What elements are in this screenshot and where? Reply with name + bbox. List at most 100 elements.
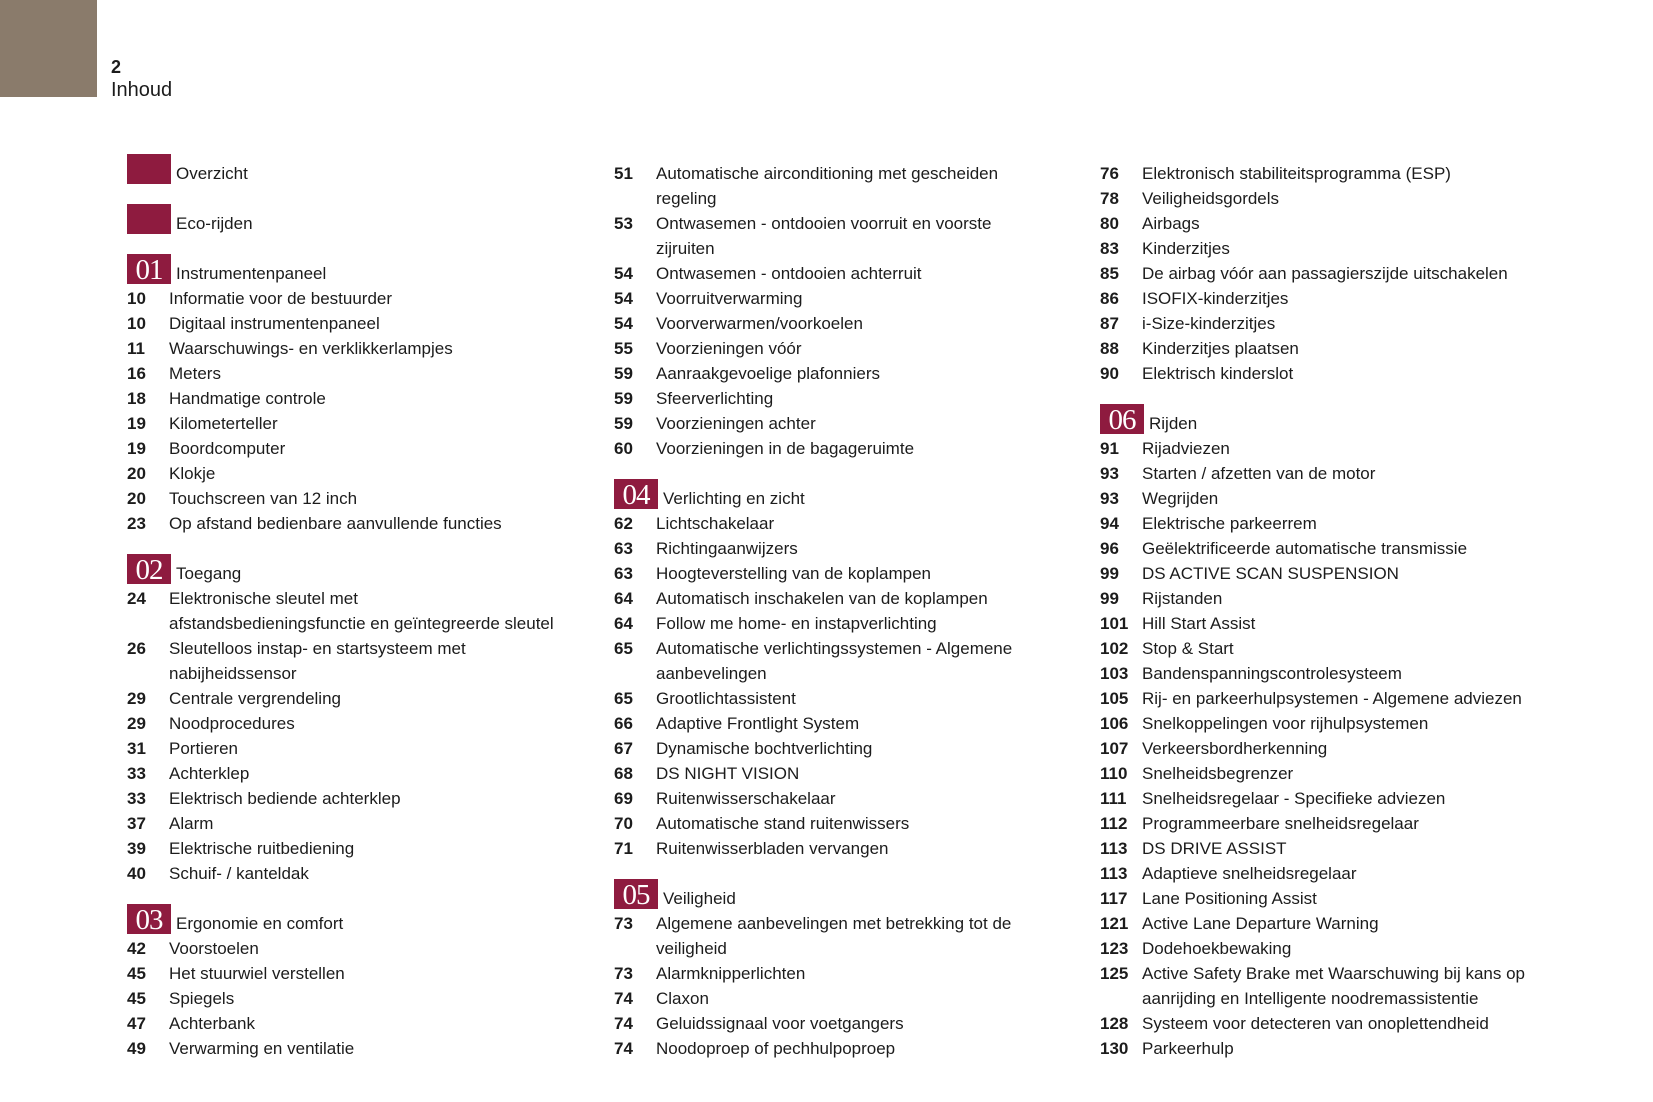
toc-entry[interactable]: 80 Airbags <box>1100 211 1525 236</box>
toc-entry[interactable]: 24 Elektronische sleutel met afstandsbedi… <box>127 586 554 636</box>
toc-entry[interactable]: 73 Algemene aanbevelingen met betrekking … <box>614 911 1012 961</box>
toc-entry[interactable]: 64 Automatisch inschakelen van de koplamp… <box>614 586 1012 611</box>
toc-section-header[interactable]: Eco-rijden <box>127 204 554 236</box>
toc-entry[interactable]: 87 i-Size-kinderzitjes <box>1100 311 1525 336</box>
toc-entry[interactable]: 54 Voorruitverwarming <box>614 286 1012 311</box>
toc-entry[interactable]: 19 Boordcomputer <box>127 436 554 461</box>
toc-entry[interactable]: 101 Hill Start Assist <box>1100 611 1525 636</box>
toc-entry[interactable]: 59 Aanraakgevoelige plafonniers <box>614 361 1012 386</box>
toc-entry[interactable]: 64 Follow me home- en instapverlichting <box>614 611 1012 636</box>
section-badge: 04 <box>614 479 658 509</box>
toc-entry[interactable]: 128 Systeem voor detecteren van onoplette… <box>1100 1011 1525 1036</box>
toc-entry[interactable]: 19 Kilometerteller <box>127 411 554 436</box>
toc-entry[interactable]: 62 Lichtschakelaar <box>614 511 1012 536</box>
toc-entry[interactable]: 93 Wegrijden <box>1100 486 1525 511</box>
toc-entry[interactable]: 51 Automatische airconditioning met gesch… <box>614 161 1012 211</box>
toc-entry[interactable]: 125 Active Safety Brake met Waarschuwing … <box>1100 961 1525 1011</box>
toc-entry[interactable]: 110 Snelheidsbegrenzer <box>1100 761 1525 786</box>
toc-entry[interactable]: 33 Elektrisch bediende achterklep <box>127 786 554 811</box>
toc-entry[interactable]: 10 Informatie voor de bestuurder <box>127 286 554 311</box>
toc-entry[interactable]: 53 Ontwasemen - ontdooien voorruit en voo… <box>614 211 1012 261</box>
toc-entry[interactable]: 74 Geluidssignaal voor voetgangers <box>614 1011 1012 1036</box>
toc-section-header[interactable]: 01 Instrumentenpaneel <box>127 254 554 286</box>
toc-page-number: 55 <box>614 339 633 358</box>
toc-entry[interactable]: 47 Achterbank <box>127 1011 554 1036</box>
toc-entry[interactable]: 90 Elektrisch kinderslot <box>1100 361 1525 386</box>
toc-section-header[interactable]: Overzicht <box>127 154 554 186</box>
toc-entry[interactable]: 37 Alarm <box>127 811 554 836</box>
toc-page-number: 18 <box>127 389 146 408</box>
toc-entry[interactable]: 33 Achterklep <box>127 761 554 786</box>
toc-entry[interactable]: 113 DS DRIVE ASSIST <box>1100 836 1525 861</box>
toc-entry[interactable]: 112 Programmeerbare snelheidsregelaar <box>1100 811 1525 836</box>
toc-entry[interactable]: 65 Automatische verlichtingssystemen - Al… <box>614 636 1012 686</box>
toc-section-header[interactable]: 02 Toegang <box>127 554 554 586</box>
toc-entry[interactable]: 86 ISOFIX-kinderzitjes <box>1100 286 1525 311</box>
toc-entry[interactable]: 45 Spiegels <box>127 986 554 1011</box>
toc-entry[interactable]: 107 Verkeersbordherkenning <box>1100 736 1525 761</box>
toc-entry[interactable]: 71 Ruitenwisserbladen vervangen <box>614 836 1012 861</box>
toc-entry[interactable]: 74 Noodoproep of pechhulpoproep <box>614 1036 1012 1061</box>
toc-entry[interactable]: 10 Digitaal instrumentenpaneel <box>127 311 554 336</box>
toc-section-header[interactable]: 06 Rijden <box>1100 404 1525 436</box>
toc-page-number: 54 <box>614 289 633 308</box>
toc-entry[interactable]: 73 Alarmknipperlichten <box>614 961 1012 986</box>
toc-entry[interactable]: 45 Het stuurwiel verstellen <box>127 961 554 986</box>
toc-entry[interactable]: 65 Grootlichtassistent <box>614 686 1012 711</box>
toc-entry[interactable]: 26 Sleutelloos instap- en startsysteem me… <box>127 636 554 686</box>
toc-entry[interactable]: 76 Elektronisch stabiliteitsprogramma (ES… <box>1100 161 1525 186</box>
toc-entry[interactable]: 66 Adaptive Frontlight System <box>614 711 1012 736</box>
toc-entry[interactable]: 54 Voorverwarmen/voorkoelen <box>614 311 1012 336</box>
toc-entry[interactable]: 59 Voorzieningen achter <box>614 411 1012 436</box>
toc-entry[interactable]: 106 Snelkoppelingen voor rijhulpsystemen <box>1100 711 1525 736</box>
toc-entry-title: Active Safety Brake met Waarschuwing bij… <box>1142 964 1525 1008</box>
toc-entry[interactable]: 63 Hoogteverstelling van de koplampen <box>614 561 1012 586</box>
toc-entry[interactable]: 42 Voorstoelen <box>127 936 554 961</box>
toc-entry[interactable]: 105 Rij- en parkeerhulpsystemen - Algemen… <box>1100 686 1525 711</box>
toc-entry[interactable]: 117 Lane Positioning Assist <box>1100 886 1525 911</box>
toc-entry[interactable]: 130 Parkeerhulp <box>1100 1036 1525 1061</box>
toc-entry[interactable]: 67 Dynamische bochtverlichting <box>614 736 1012 761</box>
toc-entry[interactable]: 91 Rijadviezen <box>1100 436 1525 461</box>
toc-entry[interactable]: 111 Snelheidsregelaar - Specifieke adviez… <box>1100 786 1525 811</box>
toc-entry[interactable]: 70 Automatische stand ruitenwissers <box>614 811 1012 836</box>
toc-entry[interactable]: 68 DS NIGHT VISION <box>614 761 1012 786</box>
toc-entry[interactable]: 29 Noodprocedures <box>127 711 554 736</box>
toc-entry[interactable]: 63 Richtingaanwijzers <box>614 536 1012 561</box>
toc-entry[interactable]: 113 Adaptieve snelheidsregelaar <box>1100 861 1525 886</box>
toc-entry[interactable]: 49 Verwarming en ventilatie <box>127 1036 554 1061</box>
toc-entry[interactable]: 20 Klokje <box>127 461 554 486</box>
toc-section-header[interactable]: 03 Ergonomie en comfort <box>127 904 554 936</box>
toc-entry[interactable]: 83 Kinderzitjes <box>1100 236 1525 261</box>
toc-entry[interactable]: 74 Claxon <box>614 986 1012 1011</box>
toc-entry[interactable]: 11 Waarschuwings- en verklikkerlampjes <box>127 336 554 361</box>
toc-entry[interactable]: 85 De airbag vóór aan passagierszijde uit… <box>1100 261 1525 286</box>
toc-section-header[interactable]: 04 Verlichting en zicht <box>614 479 1012 511</box>
toc-entry[interactable]: 31 Portieren <box>127 736 554 761</box>
toc-entry[interactable]: 59 Sfeerverlichting <box>614 386 1012 411</box>
toc-entry[interactable]: 54 Ontwasemen - ontdooien achterruit <box>614 261 1012 286</box>
toc-column-1: Overzicht Eco-rijden 01 Instrumentenpaneel 1… <box>127 154 554 1061</box>
toc-entry[interactable]: 103 Bandenspanningscontrolesysteem <box>1100 661 1525 686</box>
toc-entry[interactable]: 78 Veiligheidsgordels <box>1100 186 1525 211</box>
toc-entry[interactable]: 29 Centrale vergrendeling <box>127 686 554 711</box>
toc-entry[interactable]: 102 Stop & Start <box>1100 636 1525 661</box>
toc-entry[interactable]: 18 Handmatige controle <box>127 386 554 411</box>
toc-entry[interactable]: 96 Geëlektrificeerde automatische transmi… <box>1100 536 1525 561</box>
toc-entry[interactable]: 88 Kinderzitjes plaatsen <box>1100 336 1525 361</box>
toc-entry[interactable]: 99 DS ACTIVE SCAN SUSPENSION <box>1100 561 1525 586</box>
toc-entry[interactable]: 20 Touchscreen van 12 inch <box>127 486 554 511</box>
toc-entry[interactable]: 55 Voorzieningen vóór <box>614 336 1012 361</box>
toc-entry[interactable]: 16 Meters <box>127 361 554 386</box>
toc-entry[interactable]: 69 Ruitenwisserschakelaar <box>614 786 1012 811</box>
toc-entry[interactable]: 39 Elektrische ruitbediening <box>127 836 554 861</box>
toc-section-header[interactable]: 05 Veiligheid <box>614 879 1012 911</box>
toc-entry[interactable]: 23 Op afstand bedienbare aanvullende func… <box>127 511 554 536</box>
toc-entry[interactable]: 40 Schuif- / kanteldak <box>127 861 554 886</box>
toc-entry[interactable]: 99 Rijstanden <box>1100 586 1525 611</box>
toc-entry[interactable]: 123 Dodehoekbewaking <box>1100 936 1525 961</box>
toc-entry[interactable]: 93 Starten / afzetten van de motor <box>1100 461 1525 486</box>
toc-entry[interactable]: 121 Active Lane Departure Warning <box>1100 911 1525 936</box>
toc-entry[interactable]: 94 Elektrische parkeerrem <box>1100 511 1525 536</box>
toc-entry[interactable]: 60 Voorzieningen in de bagageruimte <box>614 436 1012 461</box>
